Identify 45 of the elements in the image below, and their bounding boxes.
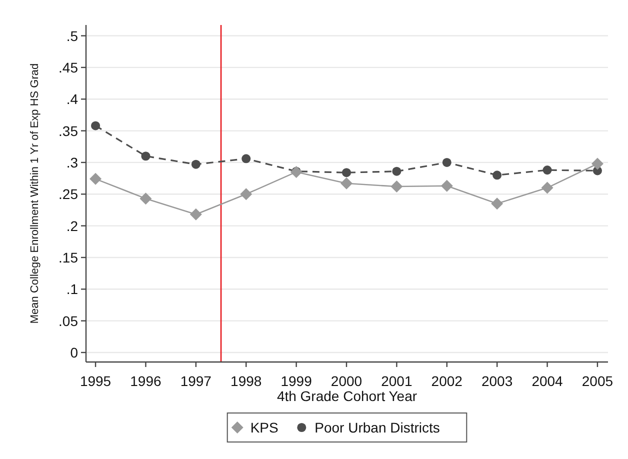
y-tick-label: .2 [66, 218, 78, 234]
x-tick-label: 1995 [80, 373, 112, 389]
y-tick-label: .4 [66, 91, 78, 108]
y-tick-label: .35 [58, 122, 78, 139]
x-tick-label: 2000 [330, 373, 362, 389]
point [591, 158, 604, 170]
legend-label: KPS [250, 420, 278, 436]
y-tick-label: .05 [58, 312, 78, 329]
point [242, 154, 251, 164]
x-tick-label: 1998 [230, 373, 262, 389]
point [340, 177, 352, 190]
x-tick-label: 2001 [381, 373, 412, 389]
y-tick-label: .3 [66, 154, 78, 170]
point [440, 180, 453, 192]
point [392, 166, 402, 176]
point [541, 182, 554, 194]
point [390, 180, 403, 193]
point [442, 158, 452, 167]
point [140, 192, 152, 205]
y-tick-label: .45 [58, 59, 78, 76]
point [141, 152, 150, 161]
x-tick-label: 1999 [280, 373, 312, 389]
point [240, 188, 252, 200]
x-tick-label: 2002 [431, 373, 463, 389]
point [91, 121, 100, 130]
x-tick-label: 2005 [582, 373, 614, 389]
x-tick-label: 1997 [180, 373, 212, 389]
point [492, 170, 502, 180]
y-tick-label: .5 [66, 28, 78, 44]
point [491, 198, 504, 210]
y-tick-label: .15 [58, 249, 78, 266]
point [342, 168, 352, 178]
point [191, 160, 200, 169]
x-tick-label: 2003 [481, 373, 513, 389]
point [542, 166, 552, 175]
x-tick-label: 1996 [130, 373, 162, 389]
legend-label: Poor Urban Districts [314, 420, 440, 436]
y-tick-label: .25 [58, 186, 78, 202]
point [90, 172, 102, 185]
y-axis-title: Mean College Enrollment Within 1 Yr of Exp HS Grad [29, 63, 41, 324]
x-tick-label: 2004 [532, 373, 564, 389]
point [190, 208, 202, 220]
y-tick-label: 0 [70, 344, 78, 360]
y-tick-label: .1 [66, 281, 78, 298]
x-axis-title: 4th Grade Cohort Year [276, 388, 418, 404]
